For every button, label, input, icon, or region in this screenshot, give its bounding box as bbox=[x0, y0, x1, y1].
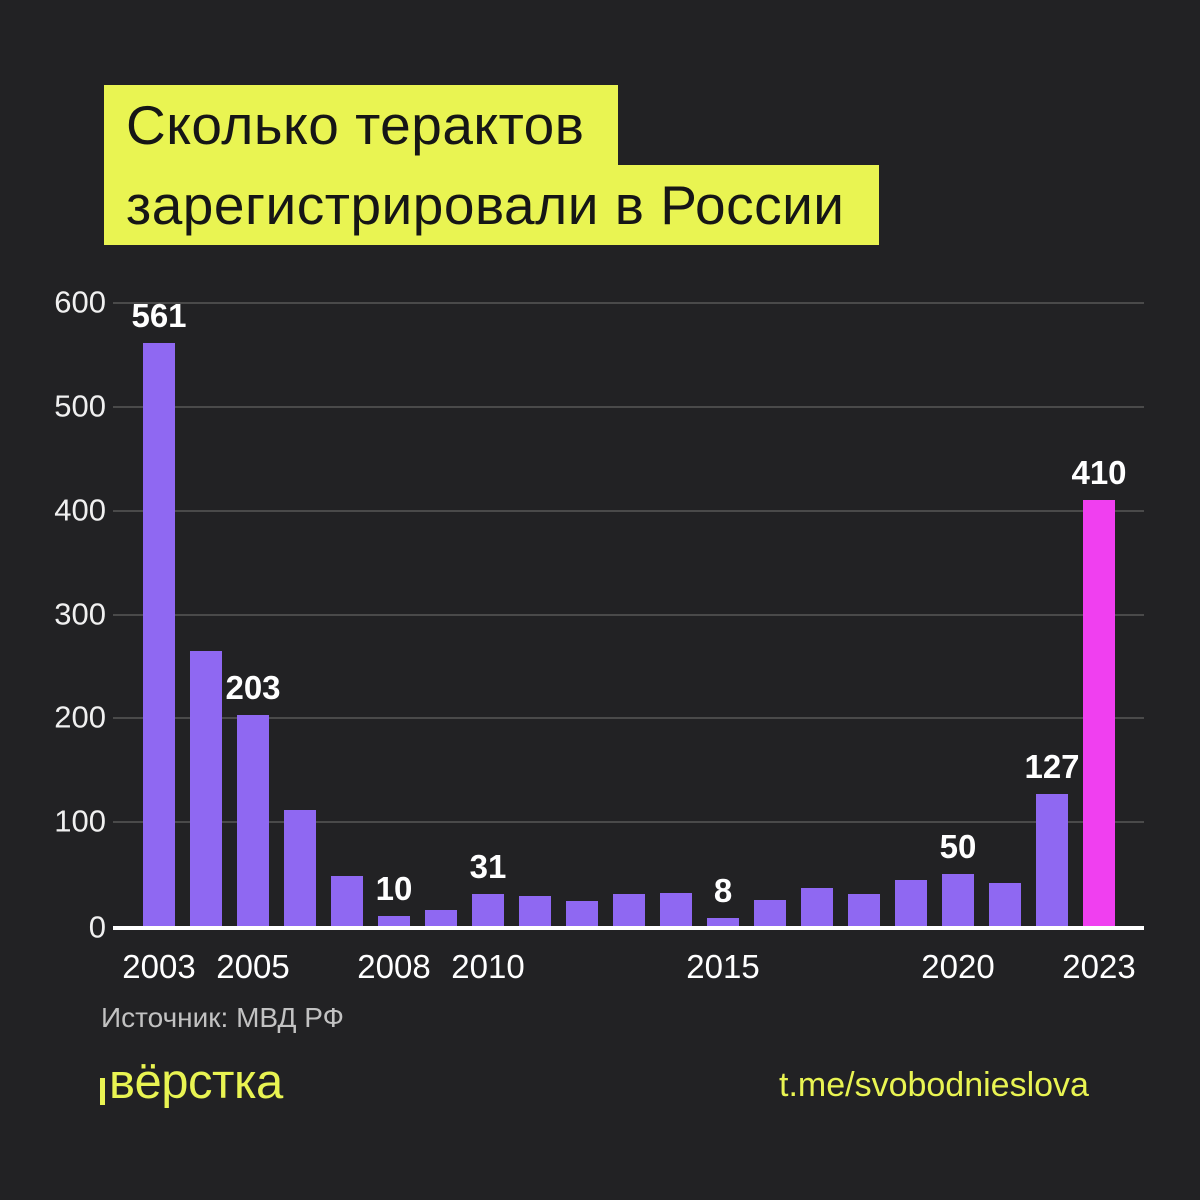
chart-title-line-1: Сколько терактов bbox=[104, 85, 619, 165]
bar-fill-2012 bbox=[566, 901, 598, 926]
bar-2011 bbox=[519, 896, 551, 926]
bar-2013 bbox=[613, 894, 645, 926]
y-axis-label-500: 500 bbox=[54, 388, 106, 424]
bar-2005: 203 bbox=[225, 669, 281, 926]
chart-title: Сколько терактов зарегистрировали в Росс… bbox=[104, 85, 879, 245]
y-axis-label-200: 200 bbox=[54, 699, 106, 735]
y-axis-label-0: 0 bbox=[88, 909, 106, 945]
y-axis-label-300: 300 bbox=[54, 595, 106, 631]
x-axis-tick-2023: 2023 bbox=[1062, 948, 1136, 985]
bar-2021 bbox=[989, 883, 1021, 926]
bar-fill-2007 bbox=[331, 876, 363, 926]
gridline-600 bbox=[113, 302, 1144, 304]
bar-fill-2019 bbox=[895, 880, 927, 926]
bar-2023: 410 bbox=[1071, 454, 1127, 926]
y-axis-label-400: 400 bbox=[54, 491, 106, 527]
gridline-300 bbox=[113, 613, 1144, 616]
y-axis-label-100: 100 bbox=[54, 803, 106, 839]
bar-value-label-2005: 203 bbox=[225, 669, 281, 706]
x-axis-tick-2003: 2003 bbox=[122, 948, 196, 985]
bar-fill-2018 bbox=[848, 894, 880, 926]
x-axis-tick-2015: 2015 bbox=[686, 948, 760, 985]
bar-fill-2016 bbox=[754, 900, 786, 926]
x-axis-line bbox=[113, 926, 1144, 930]
bar-fill-2022 bbox=[1036, 794, 1068, 926]
bar-fill-2023 bbox=[1083, 500, 1115, 926]
bar-2010: 31 bbox=[470, 848, 506, 926]
bar-2018 bbox=[848, 894, 880, 926]
bar-fill-2009 bbox=[425, 910, 457, 926]
bar-fill-2010 bbox=[472, 894, 504, 926]
bar-2019 bbox=[895, 880, 927, 926]
bar-2007 bbox=[331, 876, 363, 926]
y-axis-label-600: 600 bbox=[54, 284, 106, 320]
bar-value-label-2003: 561 bbox=[131, 297, 187, 334]
bar-2015: 8 bbox=[707, 872, 739, 926]
bar-value-label-2022: 127 bbox=[1024, 748, 1080, 785]
bar-fill-2008 bbox=[378, 916, 410, 926]
bar-2016 bbox=[754, 900, 786, 926]
bar-fill-2021 bbox=[989, 883, 1021, 926]
bar-2012 bbox=[566, 901, 598, 926]
bar-2014 bbox=[660, 893, 692, 926]
bar-fill-2011 bbox=[519, 896, 551, 926]
gridline-400 bbox=[113, 509, 1144, 512]
bar-fill-2017 bbox=[801, 888, 833, 926]
bar-value-label-2023: 410 bbox=[1071, 454, 1127, 491]
bar-fill-2003 bbox=[143, 343, 175, 926]
bar-fill-2020 bbox=[942, 874, 974, 926]
x-axis-tick-2020: 2020 bbox=[921, 948, 995, 985]
bar-fill-2014 bbox=[660, 893, 692, 926]
bar-2006 bbox=[284, 810, 316, 926]
verstka-logo: вёрстка bbox=[100, 1058, 283, 1107]
source-note: Источник: МВД РФ bbox=[101, 1002, 344, 1033]
telegram-link[interactable]: t.me/svobodnieslova bbox=[779, 1066, 1089, 1104]
bar-value-label-2010: 31 bbox=[469, 848, 507, 885]
bar-2017 bbox=[801, 888, 833, 926]
x-axis-tick-2005: 2005 bbox=[216, 948, 290, 985]
verstka-logo-mark bbox=[100, 1078, 105, 1105]
bars-container: 561 203 10 31 8 50 127 410 bbox=[131, 297, 1127, 926]
bar-2022: 127 bbox=[1024, 748, 1080, 926]
bar-2009 bbox=[425, 910, 457, 926]
gridline-500 bbox=[113, 405, 1144, 408]
bar-2003: 561 bbox=[131, 297, 187, 926]
gridline-100 bbox=[113, 821, 1144, 824]
bar-2020: 50 bbox=[940, 828, 976, 926]
gridline-200 bbox=[113, 717, 1144, 720]
bar-fill-2015 bbox=[707, 918, 739, 926]
bar-fill-2005 bbox=[237, 715, 269, 926]
bar-value-label-2015: 8 bbox=[713, 872, 733, 909]
bar-fill-2004 bbox=[190, 651, 222, 926]
chart-title-line-2: зарегистрировали в России bbox=[104, 165, 879, 245]
bar-fill-2006 bbox=[284, 810, 316, 926]
bar-2004 bbox=[190, 651, 222, 926]
x-axis-tick-2008: 2008 bbox=[357, 948, 431, 985]
bar-2008: 10 bbox=[376, 870, 412, 926]
bar-fill-2013 bbox=[613, 894, 645, 926]
bar-value-label-2020: 50 bbox=[939, 828, 977, 865]
bar-value-label-2008: 10 bbox=[375, 870, 413, 907]
verstka-logo-text: вёрстка bbox=[109, 1055, 283, 1109]
x-axis-tick-2010: 2010 bbox=[451, 948, 525, 985]
